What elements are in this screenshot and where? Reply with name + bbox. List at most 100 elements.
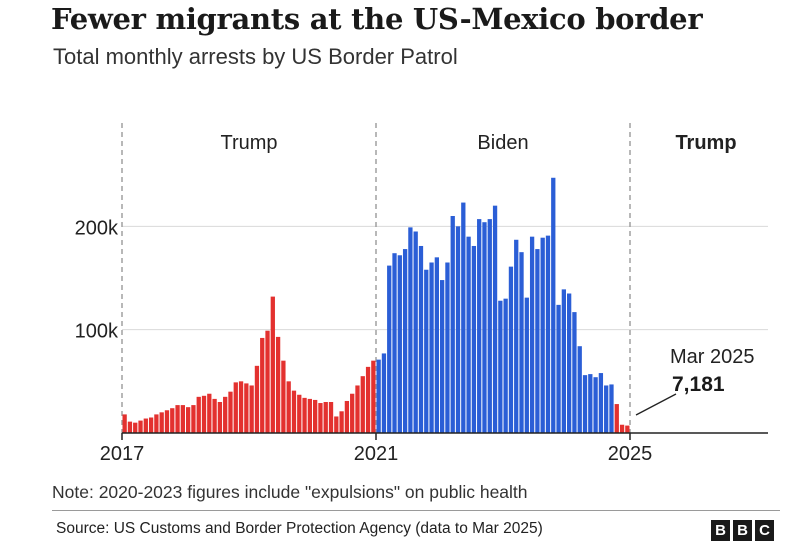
bar-biden bbox=[503, 298, 508, 433]
bar-biden bbox=[498, 300, 503, 433]
bar-trump bbox=[365, 366, 371, 433]
bar-trump bbox=[286, 381, 291, 433]
bar-trump bbox=[371, 360, 376, 433]
bar-trump bbox=[302, 397, 307, 433]
bar-trump bbox=[186, 407, 191, 433]
bar-biden bbox=[567, 293, 572, 433]
bar-biden bbox=[487, 219, 492, 433]
bar-biden bbox=[434, 257, 439, 433]
bar-trump bbox=[614, 404, 619, 433]
y-tick-label: 100k bbox=[75, 321, 119, 343]
bar-trump bbox=[619, 424, 625, 433]
bar-biden bbox=[545, 235, 551, 433]
bar-biden bbox=[519, 252, 524, 433]
bar-biden bbox=[508, 266, 514, 433]
bar-biden bbox=[535, 249, 540, 433]
chart-subtitle: Total monthly arrests by US Border Patro… bbox=[53, 44, 458, 69]
bar-biden bbox=[524, 297, 529, 433]
bar-trump bbox=[360, 376, 365, 433]
bar-biden bbox=[540, 237, 545, 433]
bar-biden bbox=[471, 245, 477, 433]
bar-trump bbox=[281, 360, 286, 433]
bar-biden bbox=[445, 262, 450, 433]
bar-trump bbox=[323, 402, 328, 433]
bar-trump bbox=[175, 405, 180, 433]
bar-trump bbox=[196, 396, 201, 433]
bar-trump bbox=[143, 418, 148, 433]
bar-trump bbox=[350, 393, 355, 433]
bar-trump bbox=[233, 382, 238, 433]
bar-biden bbox=[609, 384, 614, 433]
bar-biden bbox=[429, 262, 434, 433]
bar-biden bbox=[561, 289, 566, 433]
bar-trump bbox=[328, 402, 334, 433]
bar-biden bbox=[424, 269, 429, 433]
bar-biden bbox=[402, 249, 408, 433]
bar-biden bbox=[397, 255, 402, 433]
bbc-logo-letter: B bbox=[711, 520, 730, 541]
bar-chart: 100k 200k Trump Biden Trump 2017 2021 2025 Mar 2… bbox=[75, 123, 768, 465]
bar-trump bbox=[228, 391, 233, 433]
bar-trump bbox=[270, 296, 275, 433]
bbc-logo: B B C bbox=[711, 520, 774, 541]
bar-trump bbox=[339, 411, 344, 433]
bar-biden bbox=[450, 216, 455, 433]
chart-title: Fewer migrants at the US-Mexico border bbox=[51, 2, 703, 36]
y-tick-label: 200k bbox=[75, 217, 119, 239]
bar-trump bbox=[148, 417, 154, 433]
x-tick-label: 2021 bbox=[354, 443, 399, 465]
bar-trump bbox=[133, 422, 138, 433]
bar-trump bbox=[318, 403, 323, 433]
footer-divider bbox=[52, 510, 780, 511]
bar-trump bbox=[207, 393, 212, 433]
bar-biden bbox=[572, 312, 577, 433]
bar-trump bbox=[244, 383, 249, 433]
bar-trump bbox=[291, 390, 297, 433]
period-label: Trump bbox=[675, 132, 736, 154]
bar-trump bbox=[275, 336, 281, 433]
bar-biden bbox=[477, 219, 482, 433]
bar-trump bbox=[313, 399, 318, 433]
bar-biden bbox=[598, 373, 604, 433]
x-tick-label: 2017 bbox=[100, 443, 145, 465]
bar-biden bbox=[466, 236, 471, 433]
bar-trump bbox=[307, 398, 312, 433]
annotation-value: 7,181 bbox=[672, 373, 725, 396]
bar-trump bbox=[170, 408, 175, 433]
bar-biden bbox=[418, 245, 424, 433]
bar-trump bbox=[122, 414, 127, 433]
bar-trump bbox=[164, 410, 170, 433]
bar-trump bbox=[201, 395, 207, 433]
bar-trump bbox=[260, 337, 265, 433]
bar-trump bbox=[249, 385, 254, 433]
bar-trump bbox=[344, 400, 350, 433]
bar-biden bbox=[593, 377, 598, 433]
bar-biden bbox=[577, 346, 582, 433]
bar-trump bbox=[138, 420, 143, 433]
bar-biden bbox=[582, 375, 588, 433]
bbc-logo-letter: C bbox=[755, 520, 774, 541]
bar-trump bbox=[127, 421, 133, 433]
bar-trump bbox=[217, 402, 223, 433]
bar-biden bbox=[392, 253, 397, 433]
bar-trump bbox=[254, 365, 260, 433]
bar-trump bbox=[625, 425, 630, 433]
x-tick-label: 2025 bbox=[608, 443, 653, 465]
bar-biden bbox=[588, 374, 593, 433]
bar-trump bbox=[265, 330, 270, 433]
bar-biden bbox=[381, 353, 387, 433]
bbc-logo-letter: B bbox=[733, 520, 752, 541]
bar-biden bbox=[514, 239, 519, 433]
bar-biden bbox=[461, 202, 466, 433]
footnote: Note: 2020-2023 figures include "expulsi… bbox=[52, 482, 528, 502]
bar-trump bbox=[159, 412, 164, 433]
source-credit: Source: US Customs and Border Protection… bbox=[56, 520, 543, 537]
bar-trump bbox=[334, 416, 339, 433]
bar-biden bbox=[455, 226, 461, 433]
bar-biden bbox=[408, 227, 413, 433]
bar-biden bbox=[551, 177, 556, 433]
bar-biden bbox=[387, 265, 392, 433]
bar-trump bbox=[180, 405, 185, 433]
annotation-leader bbox=[635, 393, 677, 416]
bar-biden bbox=[440, 280, 445, 433]
